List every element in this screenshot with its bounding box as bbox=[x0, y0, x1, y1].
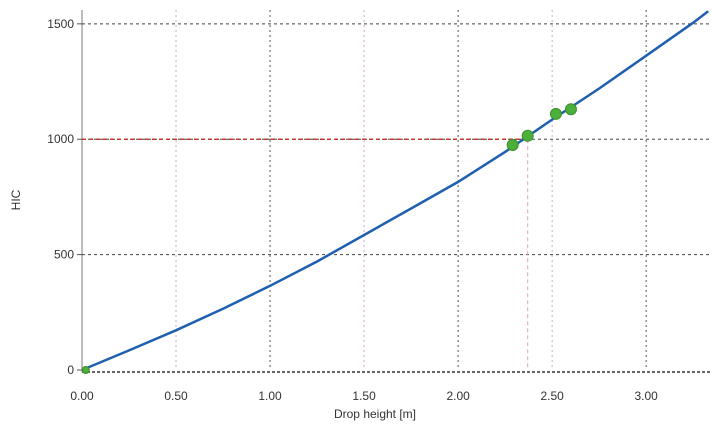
x-axis-label: Drop height [m] bbox=[334, 407, 416, 421]
data-point bbox=[81, 366, 90, 374]
y-tick-label: 500 bbox=[54, 248, 74, 262]
series-group bbox=[81, 10, 709, 374]
x-tick-label: 2.00 bbox=[446, 389, 470, 403]
x-tick-label: 0.00 bbox=[70, 389, 94, 403]
data-point bbox=[564, 103, 577, 116]
x-tick-label: 1.00 bbox=[258, 389, 282, 403]
y-tick-label: 0 bbox=[67, 363, 74, 377]
reference-lines bbox=[82, 138, 529, 370]
data-point bbox=[549, 107, 562, 120]
data-point bbox=[521, 129, 534, 142]
hic-curve bbox=[81, 10, 709, 372]
grid bbox=[77, 10, 712, 373]
y-tick-label: 1000 bbox=[47, 132, 74, 146]
x-tick-label: 2.50 bbox=[540, 389, 564, 403]
y-axis-label: HIC bbox=[9, 189, 23, 210]
tick-labels: 0.00 0.50 1.00 1.50 2.00 2.50 3.00 0 500 1000 1500 bbox=[47, 17, 658, 403]
x-tick-label: 3.00 bbox=[634, 389, 658, 403]
x-tick-label: 0.50 bbox=[164, 389, 188, 403]
x-tick-label: 1.50 bbox=[352, 389, 376, 403]
y-tick-label: 1500 bbox=[47, 17, 74, 31]
data-point bbox=[506, 139, 519, 151]
